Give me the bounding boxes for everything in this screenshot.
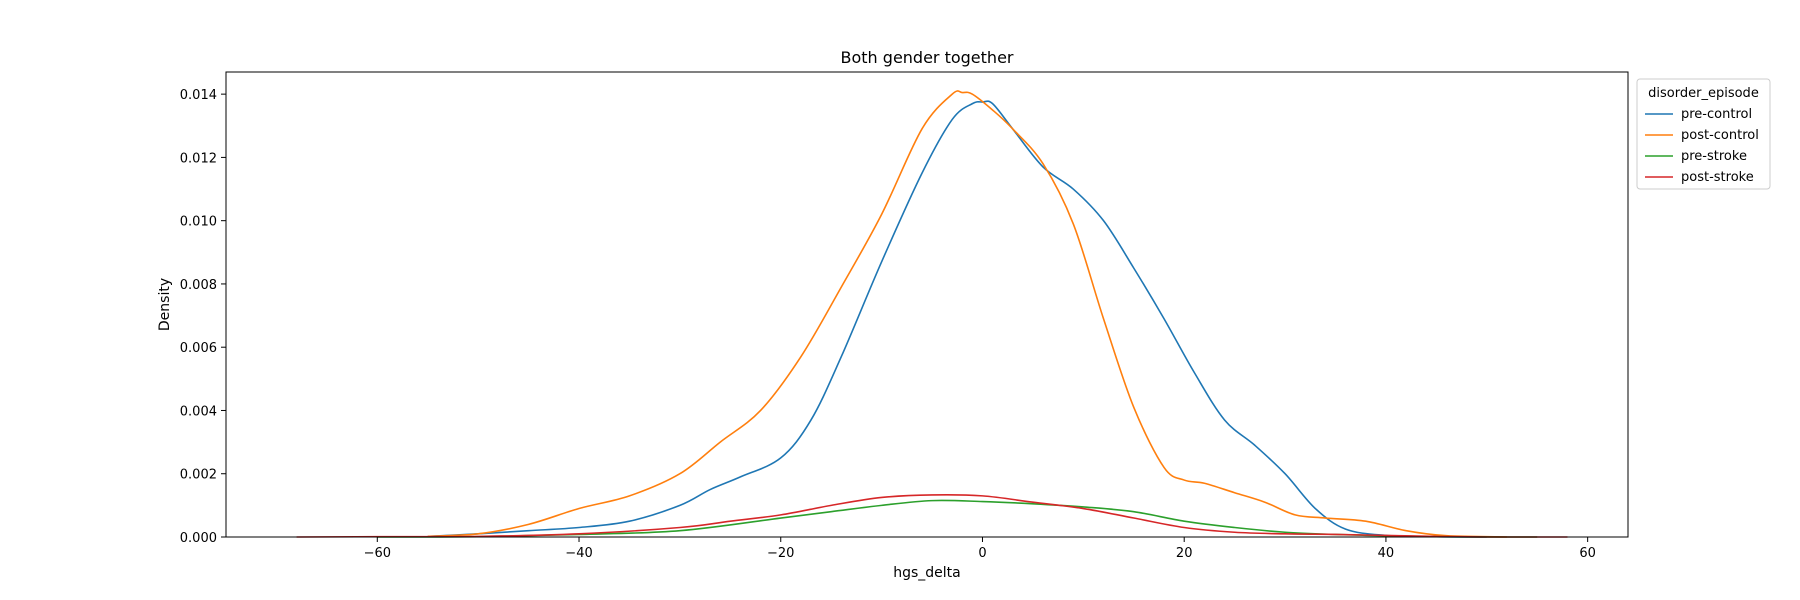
- series-line-pre-control: [427, 100, 1487, 538]
- x-tick-label: 40: [1378, 546, 1395, 561]
- y-tick-label: 0.008: [180, 278, 217, 293]
- x-tick-label: −20: [767, 546, 794, 561]
- x-tick-label: −60: [364, 546, 391, 561]
- y-axis: 0.000 0.002 0.004 0.006 0.008 0.010 0.012 0.014: [180, 88, 226, 546]
- plot-area: [296, 90, 1568, 538]
- legend-label: pre-control: [1681, 107, 1752, 122]
- x-axis: −60 −40 −20 0 20 40 60: [364, 537, 1596, 561]
- y-tick-label: 0.010: [180, 215, 217, 230]
- chart-title: Both gender together: [841, 48, 1014, 67]
- y-axis-label: Density: [157, 278, 173, 331]
- legend-label: post-stroke: [1681, 170, 1754, 185]
- series-line-post-control: [427, 90, 1507, 538]
- legend: disorder_episode pre-control post-control…: [1636, 78, 1771, 190]
- y-tick-label: 0.002: [180, 468, 217, 483]
- series-line-post-stroke: [296, 493, 1568, 538]
- legend-title: disorder_episode: [1648, 86, 1759, 101]
- y-tick-label: 0.012: [180, 151, 217, 166]
- x-tick-label: 0: [978, 546, 986, 561]
- legend-label: post-control: [1681, 128, 1759, 143]
- y-tick-label: 0.000: [180, 531, 217, 546]
- x-tick-label: −40: [565, 546, 592, 561]
- legend-label: pre-stroke: [1681, 149, 1747, 164]
- series-line-pre-stroke: [377, 499, 1538, 538]
- x-tick-label: 20: [1176, 546, 1193, 561]
- y-tick-label: 0.004: [180, 404, 217, 419]
- x-axis-label: hgs_delta: [893, 565, 961, 581]
- y-tick-label: 0.006: [180, 341, 217, 356]
- legend-box: [1636, 78, 1771, 190]
- x-tick-label: 60: [1579, 546, 1596, 561]
- y-tick-label: 0.014: [180, 88, 217, 103]
- plot-frame: [225, 71, 1629, 538]
